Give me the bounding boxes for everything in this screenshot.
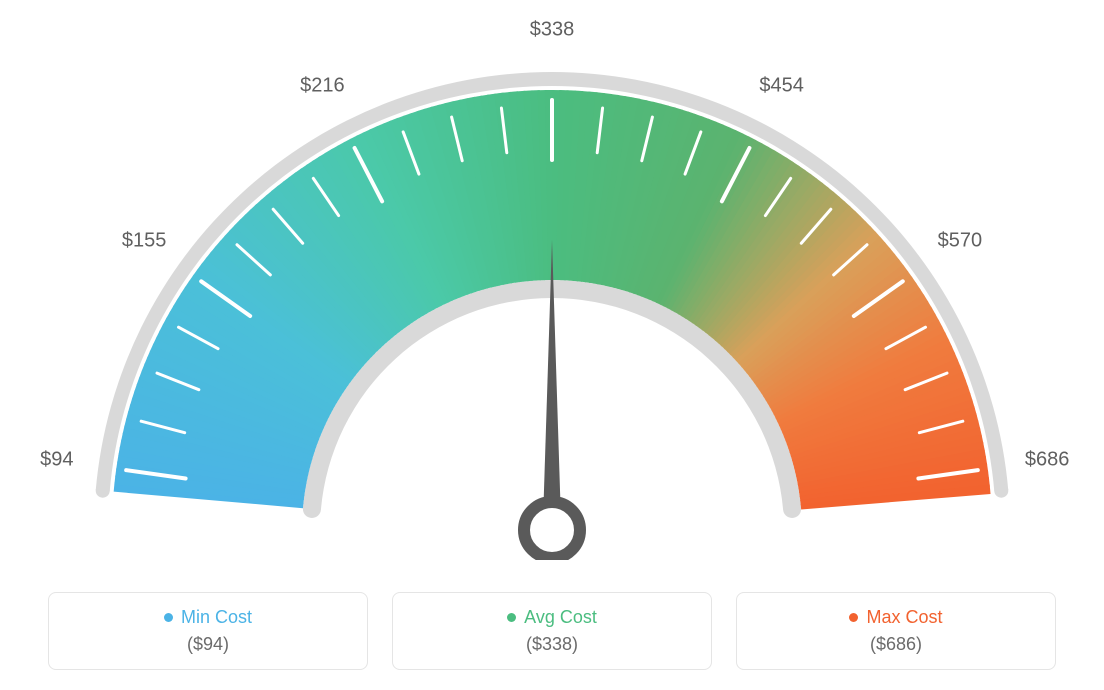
legend-value-min: ($94) xyxy=(65,634,351,655)
legend-dot-min xyxy=(164,613,173,622)
gauge-tick-label: $94 xyxy=(40,449,73,472)
legend-label-row: Min Cost xyxy=(65,607,351,628)
gauge-tick-label: $454 xyxy=(759,74,804,97)
legend-label-avg: Avg Cost xyxy=(524,607,597,628)
gauge-chart: $94 $155 $216 $338 $454 $570 $686 xyxy=(0,0,1104,560)
legend-card-avg: Avg Cost ($338) xyxy=(392,592,712,670)
gauge-tick-label: $686 xyxy=(1025,449,1070,472)
legend-dot-max xyxy=(849,613,858,622)
gauge-tick-label: $338 xyxy=(530,19,575,42)
legend-value-max: ($686) xyxy=(753,634,1039,655)
gauge-tick-label: $570 xyxy=(938,229,983,252)
gauge-tick-label: $155 xyxy=(122,229,167,252)
gauge-svg xyxy=(0,0,1104,560)
legend-label-row: Avg Cost xyxy=(409,607,695,628)
legend-card-max: Max Cost ($686) xyxy=(736,592,1056,670)
legend-label-max: Max Cost xyxy=(866,607,942,628)
legend-label-row: Max Cost xyxy=(753,607,1039,628)
gauge-tick-label: $216 xyxy=(300,74,345,97)
legend-value-avg: ($338) xyxy=(409,634,695,655)
legend-label-min: Min Cost xyxy=(181,607,252,628)
legend-card-min: Min Cost ($94) xyxy=(48,592,368,670)
legend-row: Min Cost ($94) Avg Cost ($338) Max Cost … xyxy=(0,592,1104,670)
legend-dot-avg xyxy=(507,613,516,622)
